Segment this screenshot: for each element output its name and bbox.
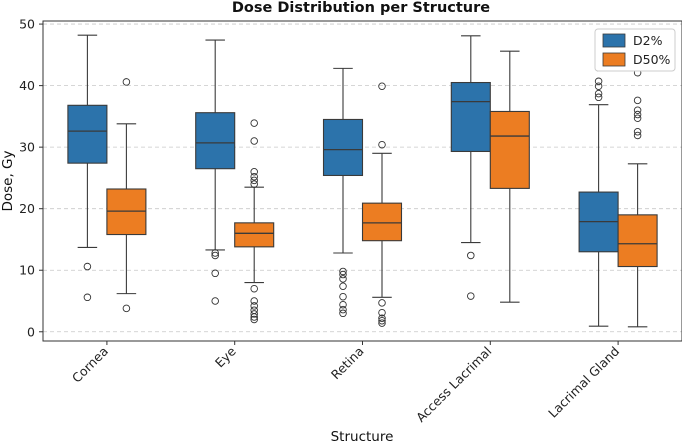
x-axis-title: Structure xyxy=(331,429,394,442)
plot-marks xyxy=(67,34,658,328)
outlier-point xyxy=(633,96,642,105)
outlier-point xyxy=(467,292,475,300)
outlier-point xyxy=(633,106,642,114)
outlier-point xyxy=(211,251,219,260)
outlier-point xyxy=(250,297,258,305)
outlier-point xyxy=(467,251,475,260)
y-tick-label: 20 xyxy=(19,201,35,216)
outlier-point xyxy=(250,313,258,321)
outlier-point xyxy=(211,269,219,278)
outlier-point xyxy=(339,282,347,290)
x-tick-label: Cornea xyxy=(69,344,111,386)
y-tick-label: 40 xyxy=(19,78,35,93)
outlier-point xyxy=(211,249,219,257)
outlier-point xyxy=(211,297,219,305)
outlier-point xyxy=(83,262,92,271)
grid-lines xyxy=(43,23,682,333)
x-tick-label: Lacrimal Gland xyxy=(545,344,622,421)
outlier-point xyxy=(339,275,347,283)
outlier-point xyxy=(250,172,258,181)
legend-swatch xyxy=(602,33,626,48)
outlier-point xyxy=(633,131,642,140)
outlier-point xyxy=(594,93,603,102)
outlier-point xyxy=(633,110,642,119)
box-d2pct xyxy=(67,104,108,164)
outlier-point xyxy=(250,310,258,318)
box-d2pct xyxy=(195,112,236,170)
box-d50pct xyxy=(234,222,275,248)
x-tick-label: Retina xyxy=(328,344,367,383)
legend: D2% D50% xyxy=(594,28,676,72)
y-tick-label: 50 xyxy=(19,17,35,32)
outlier-point xyxy=(250,315,258,324)
y-axis-title: Dose, Gy xyxy=(0,150,16,211)
outlier-point xyxy=(594,82,603,90)
outlier-point xyxy=(122,78,131,86)
chart-title: Dose Distribution per Structure xyxy=(232,0,490,16)
outlier-point xyxy=(378,299,386,307)
box-d50pct xyxy=(489,110,530,189)
plot-frame xyxy=(42,20,682,342)
outlier-point xyxy=(378,314,386,322)
outlier-point xyxy=(250,302,258,310)
legend-label: D50% xyxy=(633,52,671,67)
outlier-point xyxy=(250,176,258,185)
outlier-point xyxy=(339,309,347,318)
outlier-point xyxy=(250,137,258,145)
outlier-point xyxy=(339,300,347,309)
outlier-point xyxy=(250,168,258,176)
outlier-point xyxy=(594,77,603,86)
outlier-point xyxy=(339,292,347,301)
outlier-point xyxy=(250,119,258,127)
outlier-point xyxy=(378,319,386,327)
outlier-point xyxy=(250,284,258,293)
x-tick-label: Eye xyxy=(212,343,239,370)
outlier-point xyxy=(594,89,603,98)
box-d2pct xyxy=(450,81,491,153)
outlier-point xyxy=(378,140,386,149)
outlier-point xyxy=(339,305,347,314)
outlier-point xyxy=(378,82,386,90)
box-d50pct xyxy=(361,202,403,242)
outlier-point xyxy=(378,316,386,325)
y-tick-label: 0 xyxy=(27,324,35,339)
box-d50pct xyxy=(617,214,658,268)
x-tick-label: Access Lacrimal xyxy=(413,344,494,425)
outlier-point xyxy=(250,180,258,188)
outlier-point xyxy=(339,270,347,279)
outlier-point xyxy=(633,114,642,122)
legend-swatch xyxy=(602,52,626,67)
outlier-point xyxy=(122,304,131,313)
outlier-point xyxy=(339,267,347,276)
y-tick-label: 30 xyxy=(19,140,35,155)
box-d2pct xyxy=(322,118,364,177)
y-tick-label: 10 xyxy=(19,263,35,278)
legend-label: D2% xyxy=(633,33,663,48)
outlier-point xyxy=(378,308,386,317)
outlier-point xyxy=(633,128,642,136)
outlier-point xyxy=(83,293,92,302)
